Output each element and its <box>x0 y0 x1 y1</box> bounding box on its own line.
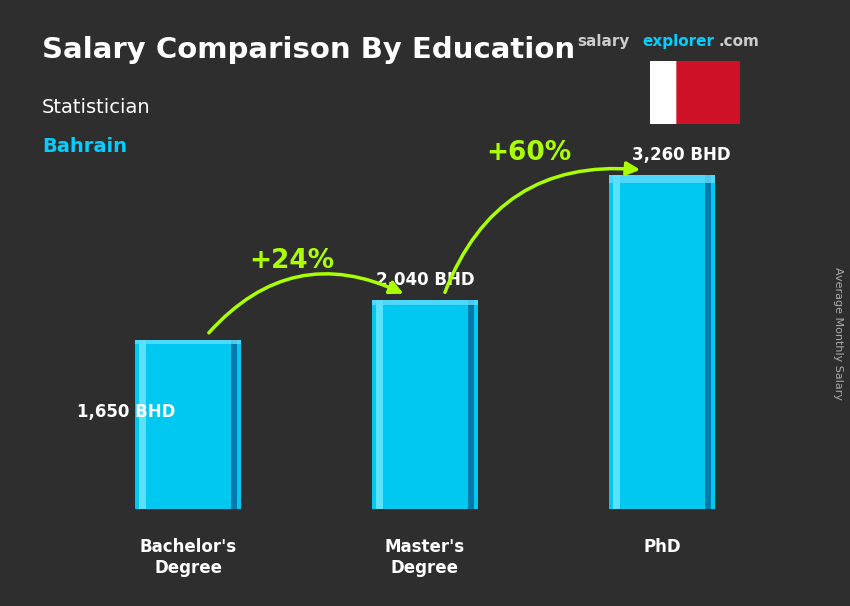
Text: Statistician: Statistician <box>42 98 150 117</box>
FancyArrowPatch shape <box>209 274 400 333</box>
Bar <box>609 175 716 509</box>
Text: 3,260 BHD: 3,260 BHD <box>632 146 730 164</box>
Text: PhD: PhD <box>643 538 681 556</box>
Bar <box>371 300 479 509</box>
Bar <box>230 340 237 509</box>
Text: Master's
Degree: Master's Degree <box>385 538 465 576</box>
Text: 1,650 BHD: 1,650 BHD <box>77 403 176 421</box>
Bar <box>468 300 474 509</box>
Bar <box>609 175 716 184</box>
Polygon shape <box>677 112 693 124</box>
Bar <box>650 61 677 124</box>
Bar <box>371 300 479 305</box>
Bar <box>613 175 620 509</box>
Polygon shape <box>677 86 693 99</box>
Text: Bahrain: Bahrain <box>42 137 127 156</box>
Polygon shape <box>677 99 693 112</box>
Text: .com: .com <box>718 33 759 48</box>
Text: explorer: explorer <box>643 33 714 48</box>
Bar <box>139 340 146 509</box>
Text: Average Monthly Salary: Average Monthly Salary <box>833 267 843 400</box>
Polygon shape <box>677 73 693 86</box>
Bar <box>134 340 241 509</box>
Text: +60%: +60% <box>487 139 572 165</box>
Bar <box>134 340 241 344</box>
Text: 2,040 BHD: 2,040 BHD <box>376 271 474 289</box>
Polygon shape <box>677 61 693 73</box>
Text: +24%: +24% <box>250 248 335 274</box>
Bar <box>705 175 711 509</box>
FancyArrowPatch shape <box>445 163 637 292</box>
Bar <box>376 300 383 509</box>
Text: salary: salary <box>577 33 630 48</box>
Text: Bachelor's
Degree: Bachelor's Degree <box>139 538 236 576</box>
Text: Salary Comparison By Education: Salary Comparison By Education <box>42 36 575 64</box>
